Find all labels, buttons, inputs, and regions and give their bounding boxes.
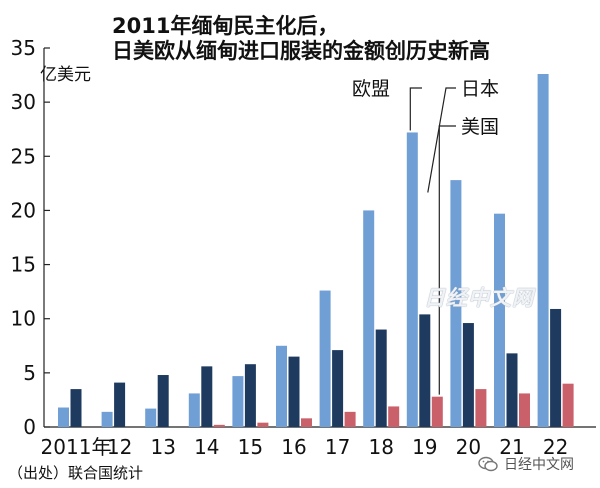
y-tick-label-5: 5 (23, 361, 36, 385)
source-note: （出处）联合国统计 (8, 464, 144, 482)
leader-line-eu (409, 87, 422, 131)
y-tick-label-30: 30 (11, 90, 36, 114)
bar-17-日本 (332, 350, 344, 427)
y-tick-label-0: 0 (23, 415, 36, 439)
legend-label-japan: 日本 (461, 78, 500, 100)
bar-19-欧盟 (406, 132, 418, 427)
leader-line-japan (427, 87, 456, 193)
bar-13-欧盟 (145, 408, 157, 427)
bar-2011年-日本 (70, 389, 82, 427)
bar-15-日本 (244, 364, 256, 427)
bar-22-日本 (550, 308, 562, 427)
bar-20-美国 (475, 389, 487, 427)
bar-16-美国 (301, 418, 312, 427)
bar-19-日本 (419, 314, 431, 427)
bar-20-欧盟 (450, 180, 462, 427)
bar-14-日本 (201, 366, 213, 427)
wechat-label: 日经中文网 (504, 457, 574, 473)
bar-22-美国 (562, 383, 574, 427)
leader-line-us (438, 125, 456, 395)
bar-14-欧盟 (188, 393, 200, 427)
legend-label-us: 美国 (461, 116, 500, 138)
wechat-badge: 日经中文网 (478, 454, 574, 474)
x-tick-label-15: 15 (238, 435, 263, 459)
chart-title-line-1: 2011年缅甸民主化后， (112, 14, 339, 38)
watermark-text: 日经中文网 (424, 286, 534, 310)
bar-12-欧盟 (101, 411, 113, 427)
x-tick-label-14: 14 (194, 435, 219, 459)
bar-19-美国 (431, 396, 443, 427)
bar-18-美国 (388, 406, 400, 427)
bar-18-日本 (375, 329, 387, 427)
bar-21-日本 (506, 353, 518, 427)
y-tick-label-20: 20 (11, 198, 36, 222)
bar-2011年-欧盟 (58, 407, 69, 427)
x-tick-label-12: 12 (107, 435, 132, 459)
bar-22-欧盟 (537, 73, 549, 427)
bar-20-日本 (462, 323, 474, 427)
x-tick-label-17: 17 (325, 435, 350, 459)
wechat-icon (478, 456, 498, 472)
legend-label-eu: 欧盟 (352, 78, 391, 100)
bar-17-欧盟 (319, 290, 331, 427)
bar-18-欧盟 (363, 210, 375, 427)
x-tick-label-20: 20 (456, 435, 481, 459)
bar-21-美国 (519, 393, 530, 427)
y-tick-label-35: 35 (11, 36, 36, 60)
bar-16-欧盟 (276, 345, 287, 427)
y-tick-label-15: 15 (11, 253, 36, 277)
chart-title-line-2: 日美欧从缅甸进口服装的金额创历史新高 (112, 39, 490, 63)
bar-17-美国 (344, 411, 356, 427)
y-axis-unit-label: 亿美元 (40, 65, 91, 85)
x-tick-label-13: 13 (150, 435, 175, 459)
bar-12-日本 (114, 382, 126, 427)
bar-14-美国 (213, 424, 225, 427)
bar-13-日本 (157, 375, 169, 427)
y-tick-label-25: 25 (11, 144, 36, 168)
x-tick-label-2011年: 2011年 (41, 435, 112, 459)
y-tick-label-10: 10 (11, 307, 36, 331)
bar-16-日本 (288, 356, 300, 427)
bar-15-美国 (257, 422, 269, 427)
x-tick-label-19: 19 (412, 435, 437, 459)
bar-15-欧盟 (232, 376, 244, 427)
x-tick-label-18: 18 (368, 435, 393, 459)
x-tick-label-16: 16 (281, 435, 306, 459)
bar-21-欧盟 (494, 213, 505, 427)
x-tick-label-22: 22 (543, 435, 568, 459)
x-tick-label-21: 21 (499, 435, 524, 459)
